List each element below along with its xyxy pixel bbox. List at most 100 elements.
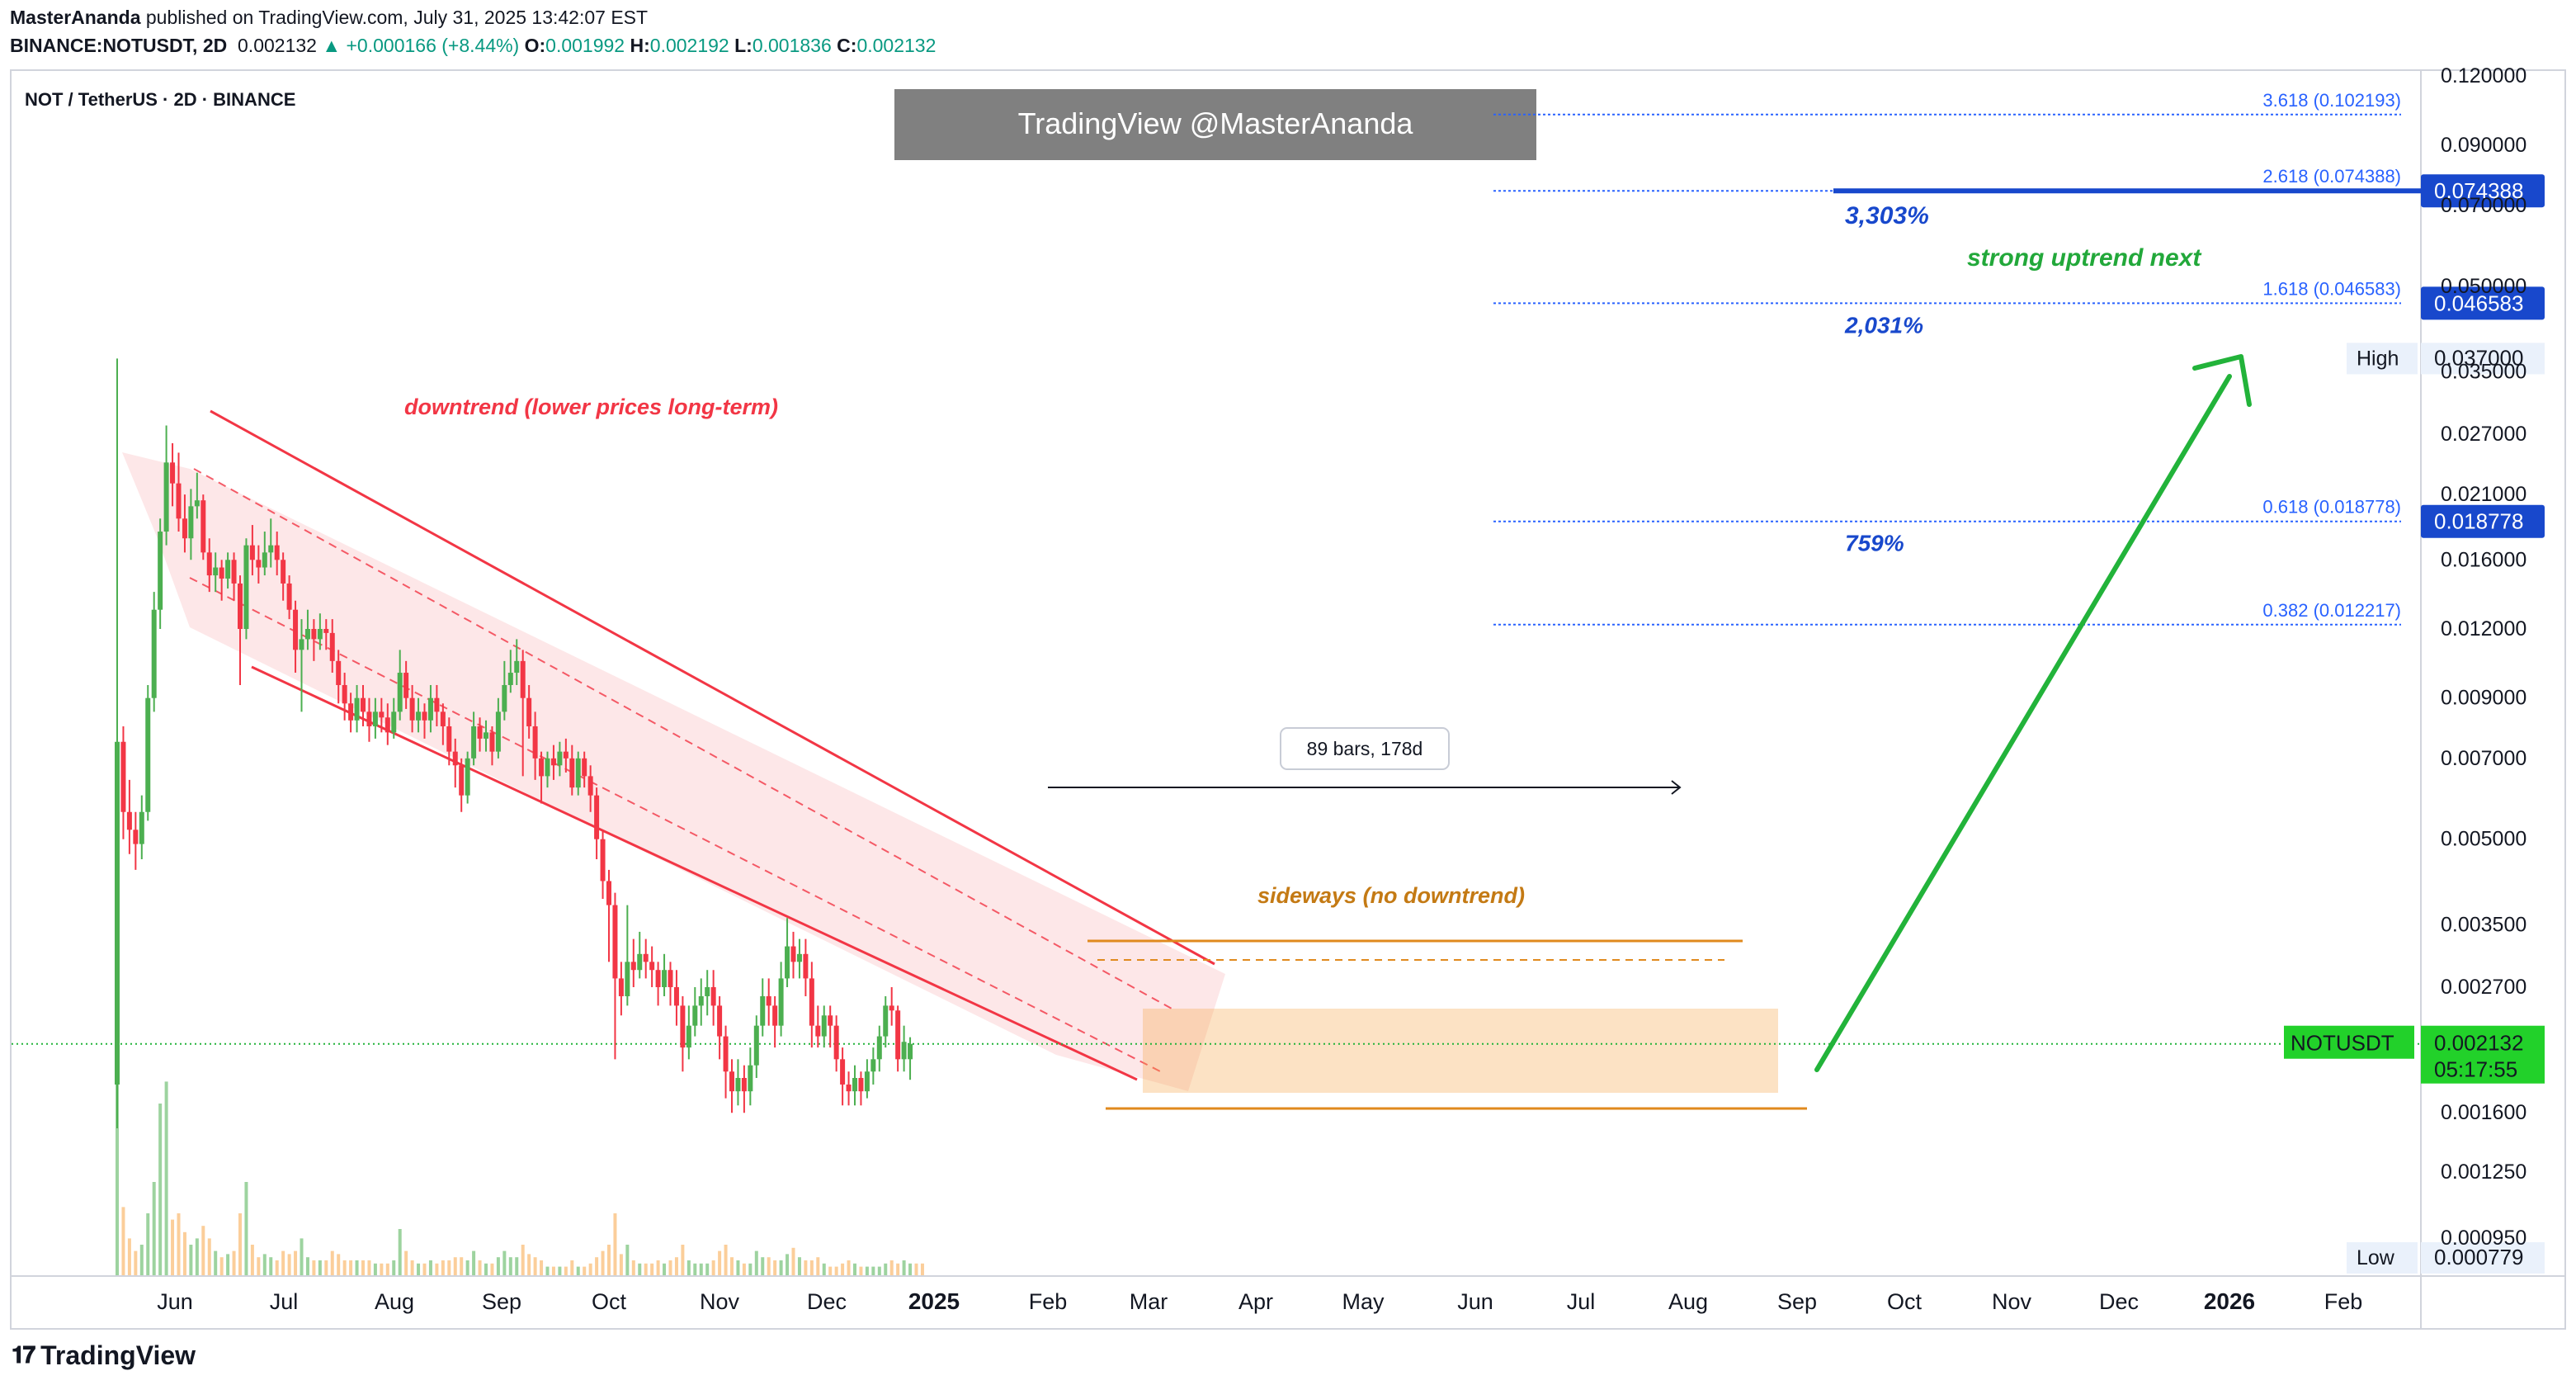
candle-body (569, 758, 575, 788)
chart-frame[interactable] (10, 69, 2566, 1330)
volume-bar (791, 1247, 795, 1276)
y-tick-label: 0.000950 (2441, 1227, 2526, 1250)
volume-bar (324, 1260, 328, 1276)
volume-layer (116, 962, 924, 1276)
volume-bar (287, 1254, 291, 1276)
volume-bar (877, 1266, 881, 1276)
price-tag-bg (2421, 1242, 2545, 1274)
y-tick-label: 0.027000 (2441, 423, 2526, 446)
downtrend-annotation: downtrend (lower prices long-term) (404, 395, 778, 419)
volume-bar (373, 1263, 377, 1276)
volume-bar (761, 1257, 765, 1276)
volume-bar (447, 1260, 451, 1276)
volume-bar (718, 1250, 722, 1276)
symbol-tag-bg (2284, 1025, 2414, 1059)
pct-3303-label: 3,303% (1845, 202, 1929, 229)
author-name[interactable]: MasterAnanda (10, 7, 141, 28)
candle-body (612, 905, 618, 979)
candle-body (304, 629, 310, 640)
candle-body (729, 1071, 734, 1092)
candle-body (446, 726, 452, 752)
y-tick-label: 0.001600 (2441, 1101, 2526, 1124)
volume-bar (330, 1250, 334, 1276)
candle-body (643, 953, 649, 962)
volume-bar (207, 1238, 211, 1276)
candle-body (858, 1077, 864, 1092)
volume-bar (631, 1260, 635, 1276)
volume-bar (896, 1263, 900, 1276)
candle-body (539, 758, 545, 777)
volume-bar (908, 1263, 913, 1276)
volume-bar (312, 1260, 316, 1276)
candle-body (416, 711, 422, 721)
volume-bar (804, 1260, 808, 1276)
volume-bar (219, 1257, 224, 1276)
candle-body (201, 500, 206, 553)
volume-bar (545, 1266, 550, 1276)
candle-body (840, 1059, 846, 1085)
price-tag-label-bg (2347, 343, 2418, 375)
y-tick-label: 0.009000 (2441, 687, 2526, 710)
y-tick-label: 0.021000 (2441, 483, 2526, 506)
volume-bar (521, 1245, 525, 1276)
volume-bar (779, 1260, 783, 1276)
candle-body (336, 660, 342, 685)
sideways-annotation: sideways (no downtrend) (1257, 883, 1525, 908)
volume-bar (294, 1250, 298, 1276)
volume-bar (865, 1266, 869, 1276)
volume-bar (367, 1260, 371, 1276)
volume-bar (380, 1263, 384, 1276)
low-value: 0.001836 (752, 35, 832, 56)
tradingview-footer[interactable]: 𝟏𝟕 TradingView (12, 1340, 196, 1371)
volume-bar (551, 1266, 555, 1276)
volume-bar (681, 1245, 685, 1276)
volume-bar (638, 1263, 642, 1276)
candle-body (213, 567, 219, 576)
candle-body (864, 1071, 870, 1092)
candle-body (575, 758, 581, 788)
volume-bar (398, 1229, 402, 1276)
x-tick-label: Feb (2324, 1289, 2363, 1314)
price-tag-label-bg (2347, 1242, 2418, 1274)
volume-bar (644, 1263, 648, 1276)
candle-body (403, 673, 409, 698)
candle-body (557, 751, 563, 766)
candle-body (465, 758, 470, 796)
candle-body (809, 978, 814, 1026)
candle-body (471, 726, 477, 759)
candle-body (225, 560, 231, 579)
x-tick-label: Jul (1567, 1289, 1596, 1314)
volume-bar (250, 1245, 254, 1276)
candle-body (502, 684, 507, 712)
volume-bar (460, 1257, 464, 1276)
volume-bar (300, 1238, 304, 1276)
volume-bar (650, 1263, 654, 1276)
price-tag-label: High (2357, 347, 2399, 370)
volume-bar (607, 1245, 611, 1276)
volume-bar (884, 1263, 888, 1276)
y-tick-label: 0.007000 (2441, 747, 2526, 770)
tradingview-logo-icon: 𝟏𝟕 (12, 1342, 35, 1368)
volume-bar (465, 1260, 469, 1276)
volume-bar (146, 1213, 150, 1276)
candle-body (876, 1036, 882, 1060)
candle-body (507, 673, 513, 685)
bars-range-arrowhead (1671, 780, 1682, 795)
candle-body (649, 962, 655, 971)
candle-body (852, 1077, 857, 1092)
volume-bar (859, 1266, 863, 1276)
volume-bar (127, 1238, 131, 1276)
candle-body (833, 1025, 839, 1060)
x-tick-label: Dec (2099, 1289, 2139, 1314)
candle-body (760, 995, 766, 1026)
fib-level-label: 1.618 (0.046583) (2262, 278, 2401, 299)
volume-bar (502, 1250, 507, 1276)
volume-bar (711, 1260, 715, 1276)
candle-body (238, 583, 243, 629)
x-tick-label: Nov (1992, 1289, 2032, 1314)
volume-bar (663, 1263, 667, 1276)
candle-body (249, 545, 255, 560)
volume-bar (564, 1266, 568, 1276)
candle-body (231, 560, 237, 584)
